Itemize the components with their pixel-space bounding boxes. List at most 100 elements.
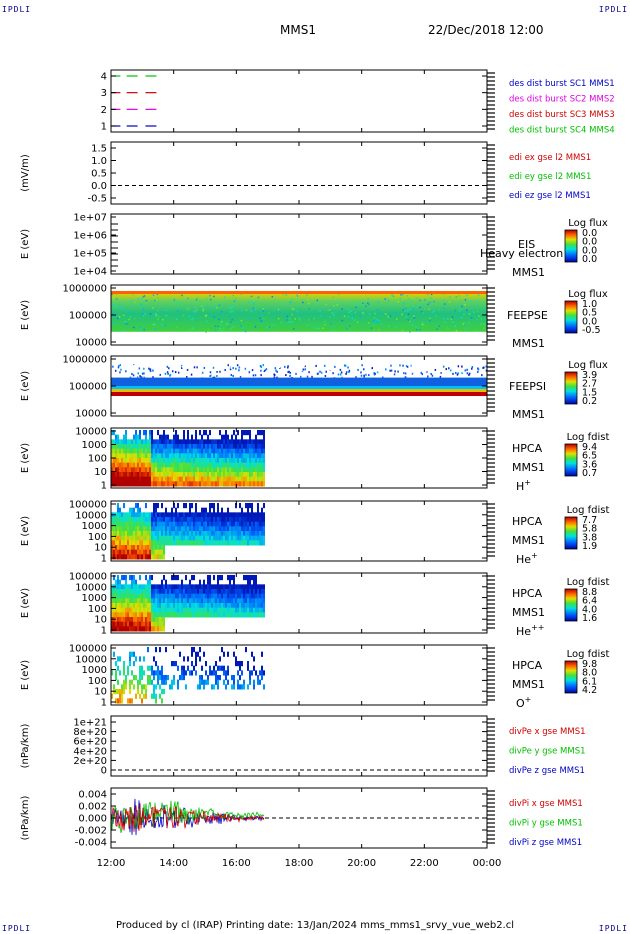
spectrogram-pixel [111,476,113,482]
spectrogram-pixel [251,444,253,450]
spectrogram-pixel [139,535,141,541]
spectrogram-pixel [215,521,217,527]
spectrogram-pixel [263,458,265,464]
spectrogram-pixel [245,517,247,523]
spectrogram-pixel [373,324,375,326]
spectrogram-pixel [215,476,217,482]
y-tick-label: 100000 [69,572,107,583]
spectrogram-pixel [217,325,220,327]
y-tick-label: 100 [88,604,107,615]
spectrogram-pixel [139,472,141,478]
spectrogram-pixel [227,593,229,599]
spectrogram-pixel [229,472,231,478]
spectrogram-pixel [161,444,163,450]
spectrogram-pixel [113,430,115,436]
spectrogram-pixel [189,472,191,478]
species-overlay-label: Heavy electron to [480,247,578,260]
spectrogram-pixel [245,453,247,459]
spectrogram-pixel [373,320,375,322]
spectrogram-pixel [141,626,143,632]
spectrogram-pixel [163,575,165,581]
spectrogram-pixel [245,444,247,450]
spectrogram-pixel [243,589,245,595]
spectrogram-pixel [133,617,135,623]
spectrogram-pixel [225,458,227,464]
spectrogram-pixel [201,448,203,454]
spectrogram-pixel [197,481,199,487]
spectrogram-pixel [253,584,255,590]
spectrogram-pixel [241,540,243,546]
spectrogram-pixel [147,545,149,551]
spectrogram-pixel [215,330,217,332]
spectrogram-pixel [249,439,251,445]
spectrogram-pixel [221,540,223,546]
spectrogram-pixel [145,517,147,523]
spectrogram-pixel [468,321,470,324]
spectrogram-pixel [410,364,412,367]
y-tick-label: 1000000 [62,355,107,366]
legend-entry: des dist burst SC4 MMS4 [509,126,615,136]
spectrogram-pixel [181,593,183,599]
spectrogram-pixel [195,540,197,546]
spectrogram-pixel [396,318,398,320]
spectrogram-pixel [213,575,215,581]
spectrogram-pixel [235,531,237,537]
spectrogram-pixel [179,467,181,473]
spectrogram-pixel [202,310,204,312]
spectrogram-pixel [241,444,243,450]
spectrogram-pixel [195,298,198,301]
spectrogram-pixel [129,453,131,459]
spectrogram-pixel [384,298,386,300]
spectrogram-pixel [137,517,139,523]
spectrogram-pixel [141,675,143,681]
spectrogram-pixel [121,521,123,527]
spectrogram-pixel [127,448,129,454]
spectrogram-pixel [217,679,219,685]
spectrogram-pixel [201,371,204,374]
spectrogram-pixel [251,535,253,541]
spectrogram-pixel [141,462,143,468]
spectrogram-pixel [147,458,149,464]
spectrogram-pixel [161,467,163,473]
colorbar-tick-label: 0.0 [582,228,597,239]
spectrogram-pixel [225,675,227,681]
spectrogram-pixel [167,584,169,590]
spectrogram-pixel [241,481,243,487]
spectrogram-pixel [368,374,370,377]
spectrogram-pixel [249,458,251,464]
spectrogram-pixel [213,584,215,590]
spectrogram-pixel [195,439,197,445]
spectrogram-pixel [152,294,155,296]
spectrogram-pixel [339,373,342,376]
spectrogram-pixel [220,330,222,332]
spectrogram-pixel [173,584,175,590]
spectrogram-pixel [141,521,143,527]
spectrogram-pixel [114,304,117,307]
spectrogram-pixel [139,507,141,513]
spectrogram-pixel [397,370,399,373]
spectrogram-pixel [334,311,337,314]
spectrogram-pixel [135,612,137,618]
spectrogram-pixel [169,589,171,595]
spectrogram-pixel [117,617,119,623]
spectrogram-pixel [215,448,217,454]
spectrogram-pixel [139,656,141,662]
spectrogram-pixel [131,626,133,632]
spectrogram-pixel [293,367,295,370]
spectrogram-pixel [195,311,197,314]
spectrogram-pixel [429,319,431,322]
spectrogram-pixel [229,575,231,581]
spectrogram-pixel [207,448,209,454]
spectrogram-pixel [412,308,415,311]
spectrogram-pixel [149,439,151,445]
spectrogram-pixel [201,679,203,685]
spectrogram-pixel [229,521,231,527]
spectrogram-pixel [147,554,149,560]
spectrogram-pixel [213,476,215,482]
spectrogram-pixel [181,675,183,681]
spectrogram-pixel [123,458,125,464]
spectrogram-pixel [135,444,137,450]
spectrogram-pixel [233,531,235,537]
spectrogram-pixel [286,315,289,318]
spectrogram-pixel [241,521,243,527]
